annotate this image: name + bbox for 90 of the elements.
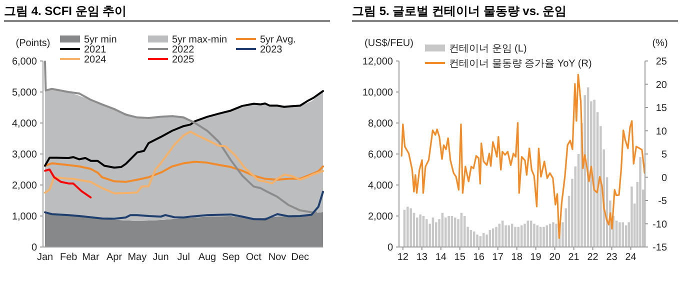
- y-axis-title: (US$/FEU): [364, 38, 414, 49]
- y-tick-label: 1,000: [12, 212, 38, 222]
- x-tick-label: May: [128, 252, 147, 263]
- x-tick-label: Jan: [36, 252, 54, 263]
- bar: [524, 224, 526, 247]
- legend-label: 5yr max-min: [172, 34, 228, 46]
- line-series: [44, 190, 324, 220]
- x-tick-label: 23: [606, 252, 618, 263]
- x-tick-label: Aug: [198, 252, 216, 263]
- bar: [406, 206, 409, 247]
- line-series: [400, 74, 646, 239]
- bar: [622, 222, 624, 247]
- y-tick-label: 5,000: [12, 88, 38, 98]
- x-tick-label: Feb: [60, 252, 78, 263]
- line-series: [44, 160, 324, 183]
- bar: [476, 234, 478, 247]
- y-tick-label: 8,000: [368, 118, 394, 130]
- bar: [463, 216, 466, 247]
- x-tick-label: 13: [416, 252, 428, 263]
- chart-title: 그림 4. SCFI 운임 추이: [4, 4, 127, 18]
- x-tick-label: 17: [492, 252, 504, 263]
- bar: [448, 216, 450, 247]
- y-tick-label: 2,000: [368, 212, 394, 222]
- legend-label: 2025: [172, 54, 195, 66]
- x-tick-label: Jun: [152, 252, 169, 263]
- x-tick-label: 22: [587, 252, 599, 263]
- y2-tick-label: -5: [658, 196, 668, 207]
- bar: [555, 224, 558, 247]
- y-tick-label: 2,000: [12, 180, 38, 192]
- y2-tick-label: 5: [661, 150, 668, 160]
- legend-label: 2022: [172, 44, 195, 56]
- legend-label: 2024: [84, 54, 107, 66]
- y2-tick-label: -15: [652, 242, 668, 254]
- y-tick-label: 6,000: [368, 150, 394, 160]
- x-tick-label: 15: [454, 252, 466, 263]
- bar: [472, 232, 476, 247]
- x-tick-label: Jul: [177, 252, 190, 263]
- x-tick-label: Oct: [246, 252, 262, 263]
- y2-tick-label: 25: [656, 56, 668, 68]
- bar: [419, 214, 422, 247]
- x-tick-label: Apr: [106, 252, 123, 263]
- y-tick-label: 10,000: [362, 88, 394, 98]
- y2-tick-label: -10: [652, 219, 668, 230]
- bar: [618, 222, 621, 247]
- bar: [593, 100, 596, 247]
- y-axis-title: (Points): [16, 38, 50, 49]
- y-tick-label: 12,000: [362, 56, 394, 68]
- bar: [454, 218, 456, 247]
- x-tick-label: 24: [625, 252, 637, 263]
- x-tick-label: 16: [473, 252, 485, 263]
- bar: [552, 222, 554, 247]
- x-tick-label: Sep: [222, 252, 240, 263]
- line-series: [44, 90, 324, 169]
- line-series: [44, 130, 324, 194]
- y-tick-label: 4,000: [368, 180, 394, 192]
- legend-label: 5yr min: [84, 34, 117, 46]
- bar: [495, 226, 498, 247]
- y2-tick-label: 0: [661, 172, 668, 184]
- legend-label: 2023: [260, 44, 283, 56]
- bar: [533, 224, 536, 247]
- bar: [514, 226, 516, 247]
- legend-label: 컨테이너 운임 (L): [449, 44, 527, 54]
- x-tick-label: 12: [397, 252, 409, 263]
- x-tick-label: 20: [549, 252, 561, 263]
- x-tick-label: 19: [530, 252, 542, 263]
- line-series: [44, 168, 92, 198]
- bar: [630, 186, 633, 247]
- x-tick-label: Nov: [268, 252, 286, 263]
- y-tick-label: 0: [387, 242, 394, 254]
- legend-label: 5yr Avg.: [260, 34, 296, 46]
- y-tick-label: 6,000: [12, 56, 38, 68]
- x-tick-label: 18: [511, 252, 523, 263]
- chart-title: 그림 5. 글로벌 컨테이너 물동량 vs. 운임: [352, 4, 567, 18]
- bar: [639, 157, 642, 247]
- x-tick-label: 21: [568, 252, 580, 263]
- bar: [542, 226, 545, 247]
- bar: [410, 208, 412, 247]
- x-tick-label: Dec: [291, 252, 310, 263]
- y-tick-label: 4,000: [12, 118, 38, 130]
- x-tick-label: Mar: [82, 252, 100, 263]
- y-tick-label: 3,000: [12, 150, 38, 160]
- y2-tick-label: 20: [656, 80, 668, 91]
- y2-tick-label: 15: [656, 103, 668, 114]
- y-tick-label: 0: [31, 242, 38, 254]
- y2-axis-title: (%): [652, 38, 668, 49]
- legend-label: 컨테이너 물동량 증가율 YoY (R): [449, 58, 592, 70]
- legend-label: 2021: [84, 44, 107, 56]
- x-tick-label: 14: [435, 252, 447, 263]
- y2-tick-label: 10: [656, 126, 668, 138]
- bar: [425, 219, 428, 247]
